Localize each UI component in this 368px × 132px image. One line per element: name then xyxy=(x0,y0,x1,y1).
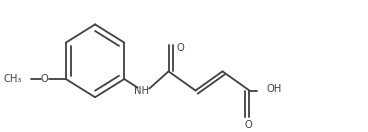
Text: O: O xyxy=(245,120,252,130)
Text: O: O xyxy=(176,43,184,53)
Text: NH: NH xyxy=(134,86,149,96)
Text: CH₃: CH₃ xyxy=(3,74,22,84)
Text: OH: OH xyxy=(267,84,282,94)
Text: O: O xyxy=(41,74,49,84)
